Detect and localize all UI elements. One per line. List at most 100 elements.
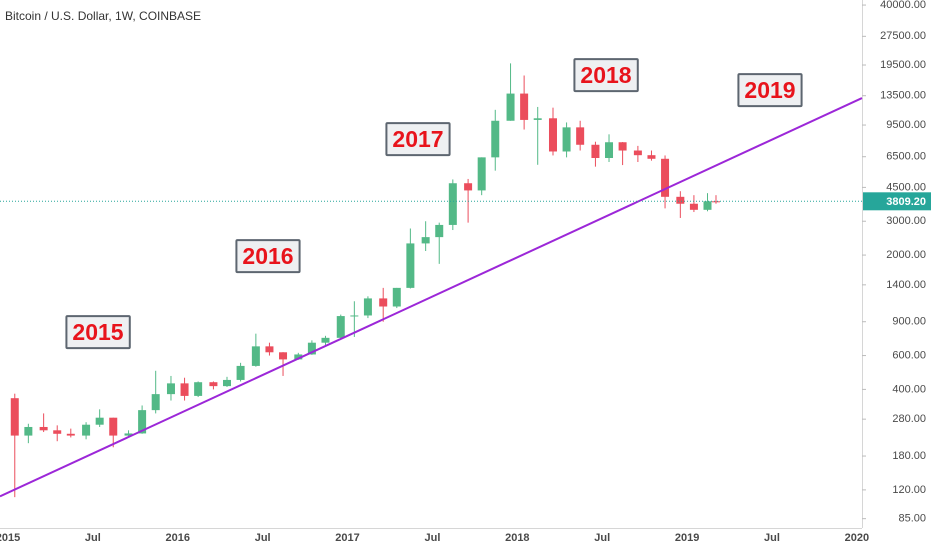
candle-body: [151, 394, 160, 411]
candle-body: [350, 315, 359, 317]
x-tick-label: Jul: [764, 532, 780, 544]
x-tick-label: Jul: [85, 532, 101, 544]
candle-body: [464, 183, 473, 191]
x-tick-label: Jul: [424, 532, 440, 544]
candle-body: [194, 382, 203, 396]
y-tick-label: 900.00: [892, 316, 926, 328]
annotation-box: [385, 122, 451, 157]
candle-body: [24, 426, 33, 436]
candle-body: [209, 382, 218, 387]
candle-body: [180, 383, 189, 396]
annotation: 2017: [385, 122, 451, 157]
candle-body: [321, 337, 330, 343]
candle-body: [491, 120, 500, 158]
y-tick-label: 1400.00: [886, 279, 926, 291]
candle-body: [477, 157, 486, 191]
candle-body: [448, 183, 457, 225]
candle-body: [39, 426, 48, 431]
annotation-box: [573, 58, 639, 93]
last-price-box: [863, 192, 931, 211]
y-tick-label: 600.00: [892, 349, 926, 361]
x-tick-label: Jul: [255, 532, 271, 544]
candle-body: [605, 142, 614, 159]
candle-body: [633, 150, 642, 156]
candle-body: [647, 155, 656, 159]
candle-body: [265, 346, 274, 353]
x-tick-label: 2015: [0, 532, 20, 544]
y-tick-label: 85.00: [898, 513, 926, 525]
annotation: 2015: [65, 315, 131, 350]
candle-body: [53, 430, 62, 434]
candle-body: [576, 127, 585, 145]
annotation-box: [65, 315, 131, 350]
x-tick-label: 2016: [166, 532, 190, 544]
candle-body: [661, 158, 670, 197]
candle-body: [95, 417, 104, 425]
y-tick-label: 27500.00: [880, 30, 926, 42]
candle-body: [124, 433, 133, 436]
annotation-box: [737, 73, 803, 108]
x-tick-label: 2020: [845, 532, 869, 544]
annotation-box: [235, 239, 301, 274]
candle-body: [109, 417, 118, 436]
annotation-text: 2018: [580, 62, 631, 88]
y-tick-label: 120.00: [892, 484, 926, 496]
annotation: 2019: [737, 73, 803, 108]
candle-body: [548, 118, 557, 152]
y-tick-label: 3000.00: [886, 215, 926, 227]
candle-body: [82, 424, 91, 436]
y-tick-label: 40000.00: [880, 0, 926, 11]
y-tick-label: 2000.00: [886, 249, 926, 261]
candle-body: [506, 93, 515, 121]
candle-body: [294, 354, 303, 360]
candle-body: [435, 224, 444, 238]
x-tick-label: 2019: [675, 532, 699, 544]
y-tick-label: 19500.00: [880, 59, 926, 71]
candle-body: [279, 352, 288, 360]
candle-body: [618, 142, 627, 151]
candle-body: [236, 365, 245, 380]
candle-body: [520, 93, 529, 120]
chart-title: Bitcoin / U.S. Dollar, 1W, COINBASE: [5, 9, 201, 23]
candle-body: [421, 237, 430, 244]
candle-body: [533, 118, 542, 120]
annotation: 2018: [573, 58, 639, 93]
y-tick-label: 400.00: [892, 383, 926, 395]
annotation-text: 2016: [242, 243, 293, 269]
candle-body: [562, 127, 571, 152]
candle-body: [392, 287, 401, 307]
trend-line: [0, 97, 863, 498]
y-tick-label: 13500.00: [880, 90, 926, 102]
candle-body: [223, 379, 232, 387]
y-tick-label: 280.00: [892, 413, 926, 425]
candle-body: [66, 433, 75, 436]
candle-body: [363, 298, 372, 316]
candle-body: [676, 196, 685, 204]
last-price-label: 3809.20: [886, 196, 926, 208]
candle-body: [711, 201, 720, 203]
candle-body: [379, 298, 388, 307]
candle-body: [703, 201, 712, 210]
candle-body: [138, 410, 147, 434]
candle-body: [251, 346, 260, 366]
candle-body: [336, 316, 345, 338]
candle-body: [307, 342, 316, 355]
x-tick-label: 2018: [505, 532, 529, 544]
candle-body: [591, 144, 600, 159]
annotation-text: 2017: [392, 126, 443, 152]
annotation-text: 2015: [72, 319, 123, 345]
y-tick-label: 9500.00: [886, 119, 926, 131]
candle-body: [166, 383, 175, 395]
candle-body: [689, 203, 698, 210]
x-tick-label: 2017: [335, 532, 359, 544]
annotation: 2016: [235, 239, 301, 274]
y-tick-label: 6500.00: [886, 151, 926, 163]
candle-body: [406, 243, 415, 288]
y-tick-label: 4500.00: [886, 181, 926, 193]
annotation-text: 2019: [744, 77, 795, 103]
candle-body: [10, 398, 19, 436]
y-tick-label: 180.00: [892, 450, 926, 462]
x-tick-label: Jul: [594, 532, 610, 544]
